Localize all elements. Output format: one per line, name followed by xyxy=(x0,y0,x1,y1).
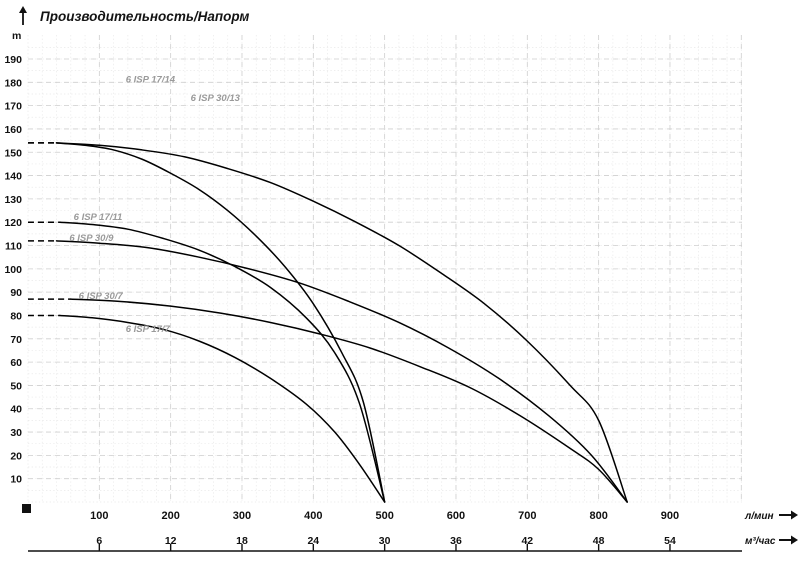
x-axis-tick-label-lpm: 700 xyxy=(518,510,536,522)
x-axis-tick-label-lpm: 600 xyxy=(447,510,465,522)
x-axis-tick-label-m3h: 24 xyxy=(307,535,319,547)
up-arrow-icon xyxy=(19,6,27,25)
curve-6-isp-30-7 xyxy=(70,298,628,503)
y-axis-tick-label: 90 xyxy=(10,287,22,299)
x-axis-tick-label-m3h: 42 xyxy=(521,535,533,547)
y-axis-tick-label: 160 xyxy=(4,124,22,136)
y-axis-tick-label: 140 xyxy=(4,171,22,183)
y-axis-tick-label: 150 xyxy=(4,147,22,159)
curve-labels-group: 6 ISP 30/13 6 ISP 17/14 6 ISP 17/11 6 ISP 3… xyxy=(69,74,240,334)
grid-major xyxy=(28,35,742,502)
y-axis-tick-label: 170 xyxy=(4,101,22,113)
curve-label: 6 ISP 30/9 xyxy=(69,233,114,244)
x-axis-tick-label-m3h: 48 xyxy=(593,535,605,547)
y-axis-tick-label: 60 xyxy=(10,357,22,369)
y-axis-ticks: 10 20 30 40 50 60 70 80 90 100 110 120 130 140 150 160 1… xyxy=(4,54,22,486)
x-axis-group: 100 6 200 12 300 18 400 24 500 30 600 36 700 42 800 48 9… xyxy=(28,510,798,552)
x-axis-tick-label-lpm: 900 xyxy=(661,510,679,522)
curve-6-isp-17-11 xyxy=(59,221,386,503)
curve-6-isp-17-14 xyxy=(55,142,386,503)
y-axis-tick-label: 30 xyxy=(10,427,22,439)
x-axis-tick-label-lpm: 200 xyxy=(161,510,179,522)
y-axis-tick-label: 80 xyxy=(10,310,22,322)
y-axis-tick-label: 70 xyxy=(10,334,22,346)
x-axis-arrow-lpm-icon-head xyxy=(791,510,798,520)
y-axis-tick-label: 120 xyxy=(4,217,22,229)
x-axis-unit-m3h: м³/час xyxy=(745,536,776,547)
curve-6-isp-17-7 xyxy=(59,314,386,503)
x-axis-unit-lpm: л/мин xyxy=(744,511,774,522)
y-axis-tick-label: 180 xyxy=(4,77,22,89)
y-axis-tick-label: 40 xyxy=(10,404,22,416)
x-axis-tick-label-lpm: 400 xyxy=(304,510,322,522)
curve-6-isp-30-13 xyxy=(55,142,628,503)
x-axis-tick-label-m3h: 12 xyxy=(165,535,177,547)
x-axis-tick-label-m3h: 36 xyxy=(450,535,462,547)
curve-label: 6 ISP 30/7 xyxy=(79,291,124,302)
curve-label: 6 ISP 30/13 xyxy=(191,93,241,104)
y-axis-tick-label: 110 xyxy=(5,241,22,253)
x-axis-tick-label-m3h: 54 xyxy=(664,535,676,547)
x-axis-tick-label-lpm: 100 xyxy=(90,510,108,522)
x-axis-tick-label-lpm: 300 xyxy=(233,510,251,522)
x-axis-tick-label-m3h: 6 xyxy=(96,535,102,547)
curve-series-group xyxy=(27,142,628,503)
chart-header: Производительность/Напорм xyxy=(16,6,249,26)
x-axis-tick-label-lpm: 800 xyxy=(589,510,607,522)
curve-label: 6 ISP 17/11 xyxy=(74,212,123,223)
x-axis-tick-label-m3h: 30 xyxy=(379,535,391,547)
curve-6-isp-30-9 xyxy=(55,240,628,503)
curve-label: 6 ISP 17/7 xyxy=(126,324,171,335)
x-axis-tick-label-lpm: 500 xyxy=(375,510,393,522)
y-axis-tick-label: 100 xyxy=(4,264,22,276)
curve-label: 6 ISP 17/14 xyxy=(126,74,176,85)
x-axis-tick-label-m3h: 18 xyxy=(236,535,248,547)
y-axis-tick-label: 130 xyxy=(4,194,22,206)
origin-marker xyxy=(22,504,31,513)
y-axis-tick-label: 20 xyxy=(10,450,22,462)
y-axis-tick-label: 10 xyxy=(10,474,22,486)
page-title: Производительность/Напорм xyxy=(40,8,250,24)
x-axis-arrow-m3h-icon-head xyxy=(791,535,798,545)
y-axis-tick-label: 50 xyxy=(10,380,22,392)
y-axis-tick-label: 190 xyxy=(4,54,22,66)
y-axis-unit-label: m xyxy=(12,30,22,42)
